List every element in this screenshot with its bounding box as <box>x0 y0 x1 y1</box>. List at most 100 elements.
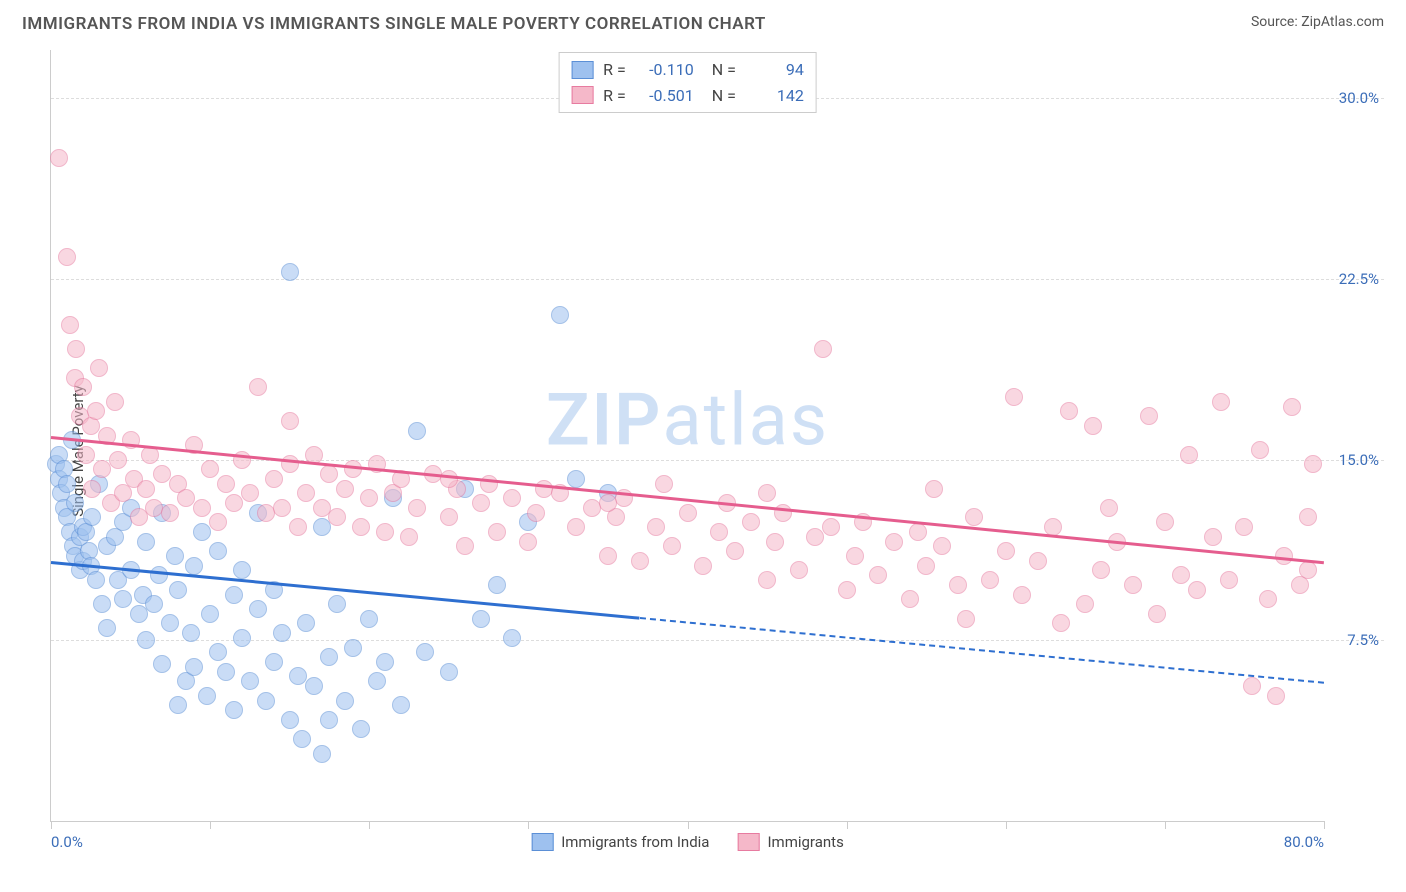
data-point <box>352 720 370 738</box>
data-point <box>1060 402 1078 420</box>
data-point <box>209 513 227 531</box>
source-value: ZipAtlas.com <box>1301 14 1384 30</box>
data-point <box>368 672 386 690</box>
data-point <box>1267 687 1285 705</box>
data-point <box>472 494 490 512</box>
chart-title: IMMIGRANTS FROM INDIA VS IMMIGRANTS SING… <box>22 14 766 34</box>
gridline <box>51 279 1384 280</box>
x-tick <box>210 821 211 829</box>
data-point <box>193 523 211 541</box>
x-tick <box>1324 821 1325 829</box>
chart-container: Single Male Poverty ZIPatlas R =-0.110N … <box>50 50 1384 852</box>
x-tick <box>1165 821 1166 829</box>
data-point <box>1259 590 1277 608</box>
data-point <box>742 513 760 531</box>
data-point <box>344 639 362 657</box>
legend-swatch <box>571 61 593 79</box>
data-point <box>145 595 163 613</box>
data-point <box>137 631 155 649</box>
data-point <box>655 475 673 493</box>
data-point <box>114 590 132 608</box>
x-tick <box>688 821 689 829</box>
data-point <box>1156 513 1174 531</box>
x-tick <box>1006 821 1007 829</box>
legend-swatch <box>571 86 593 104</box>
data-point <box>1235 518 1253 536</box>
data-point <box>567 470 585 488</box>
source-label: Source: ZipAtlas.com <box>1251 14 1384 30</box>
stat-n-value: 142 <box>746 83 804 109</box>
data-point <box>1283 398 1301 416</box>
data-point <box>360 489 378 507</box>
data-point <box>328 595 346 613</box>
data-point <box>631 552 649 570</box>
data-point <box>997 542 1015 560</box>
data-point <box>233 629 251 647</box>
data-point <box>663 537 681 555</box>
data-point <box>758 484 776 502</box>
data-point <box>933 537 951 555</box>
data-point <box>1084 417 1102 435</box>
data-point <box>209 643 227 661</box>
data-point <box>225 494 243 512</box>
watermark-atlas: atlas <box>662 378 829 463</box>
data-point <box>392 696 410 714</box>
data-point <box>93 595 111 613</box>
data-point <box>1304 455 1322 473</box>
data-point <box>198 687 216 705</box>
data-point <box>1220 571 1238 589</box>
data-point <box>567 518 585 536</box>
data-point <box>313 745 331 763</box>
data-point <box>336 480 354 498</box>
data-point <box>503 489 521 507</box>
data-point <box>710 523 728 541</box>
data-point <box>838 581 856 599</box>
stats-row: R =-0.501N =142 <box>571 83 804 109</box>
data-point <box>83 480 101 498</box>
data-point <box>90 359 108 377</box>
data-point <box>130 605 148 623</box>
data-point <box>1188 581 1206 599</box>
data-point <box>472 610 490 628</box>
data-point <box>1251 441 1269 459</box>
data-point <box>293 730 311 748</box>
data-point <box>408 499 426 517</box>
data-point <box>949 576 967 594</box>
data-point <box>925 480 943 498</box>
stat-r-label: R = <box>603 57 626 83</box>
data-point <box>182 624 200 642</box>
data-point <box>61 316 79 334</box>
data-point <box>66 494 84 512</box>
data-point <box>1212 393 1230 411</box>
data-point <box>1204 528 1222 546</box>
data-point <box>185 658 203 676</box>
data-point <box>440 663 458 681</box>
data-point <box>67 340 85 358</box>
legend-item: Immigrants <box>737 833 843 851</box>
data-point <box>273 499 291 517</box>
data-point <box>360 610 378 628</box>
data-point <box>106 393 124 411</box>
data-point <box>150 566 168 584</box>
data-point <box>297 484 315 502</box>
data-point <box>1052 614 1070 632</box>
data-point <box>273 624 291 642</box>
data-point <box>599 494 617 512</box>
data-point <box>376 523 394 541</box>
data-point <box>225 586 243 604</box>
series-legend: Immigrants from IndiaImmigrants <box>531 833 844 851</box>
data-point <box>83 508 101 526</box>
data-point <box>965 508 983 526</box>
data-point <box>297 614 315 632</box>
data-point <box>320 465 338 483</box>
data-point <box>241 484 259 502</box>
watermark: ZIPatlas <box>546 378 829 463</box>
data-point <box>1005 388 1023 406</box>
data-point <box>77 446 95 464</box>
plot-area: ZIPatlas R =-0.110N =94R =-0.501N =142 I… <box>50 50 1324 822</box>
data-point <box>58 475 76 493</box>
y-tick-label: 30.0% <box>1339 89 1379 107</box>
data-point <box>917 557 935 575</box>
data-point <box>1124 576 1142 594</box>
data-point <box>87 571 105 589</box>
